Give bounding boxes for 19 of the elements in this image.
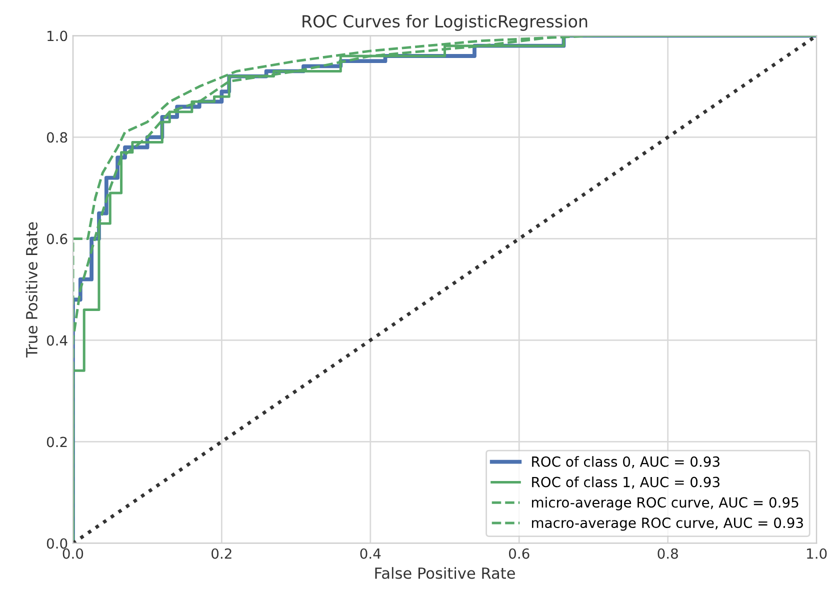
x-tick-label: 0.0: [62, 548, 84, 559]
legend-label: micro-average ROC curve, AUC = 0.95: [532, 496, 798, 510]
chart-title: ROC Curves for LogisticRegression: [302, 14, 588, 31]
x-axis-title: False Positive Rate: [375, 567, 515, 579]
y-tick-label: 1.0: [48, 30, 68, 42]
y-tick-label: 0.8: [46, 132, 68, 143]
y-tick-label: 0.6: [46, 234, 68, 244]
x-tick-label: 0.2: [212, 548, 232, 559]
y-tick-label: 0.0: [46, 538, 68, 549]
x-tick-label: 1.0: [807, 548, 827, 559]
y-tick-label: 0.4: [46, 335, 68, 346]
x-tick-label: 0.8: [658, 548, 678, 559]
y-tick-label: 0.2: [46, 436, 67, 448]
x-tick-label: 0.4: [360, 548, 381, 559]
legend-label: ROC of class 1, AUC = 0.93: [532, 476, 720, 489]
legend-label: macro-average ROC curve, AUC = 0.93: [532, 518, 803, 531]
legend-label: ROC of class 0, AUC = 0.93: [532, 456, 720, 468]
x-tick-label: 0.6: [508, 548, 530, 559]
y-axis-title: True Positive Rate: [26, 222, 38, 358]
